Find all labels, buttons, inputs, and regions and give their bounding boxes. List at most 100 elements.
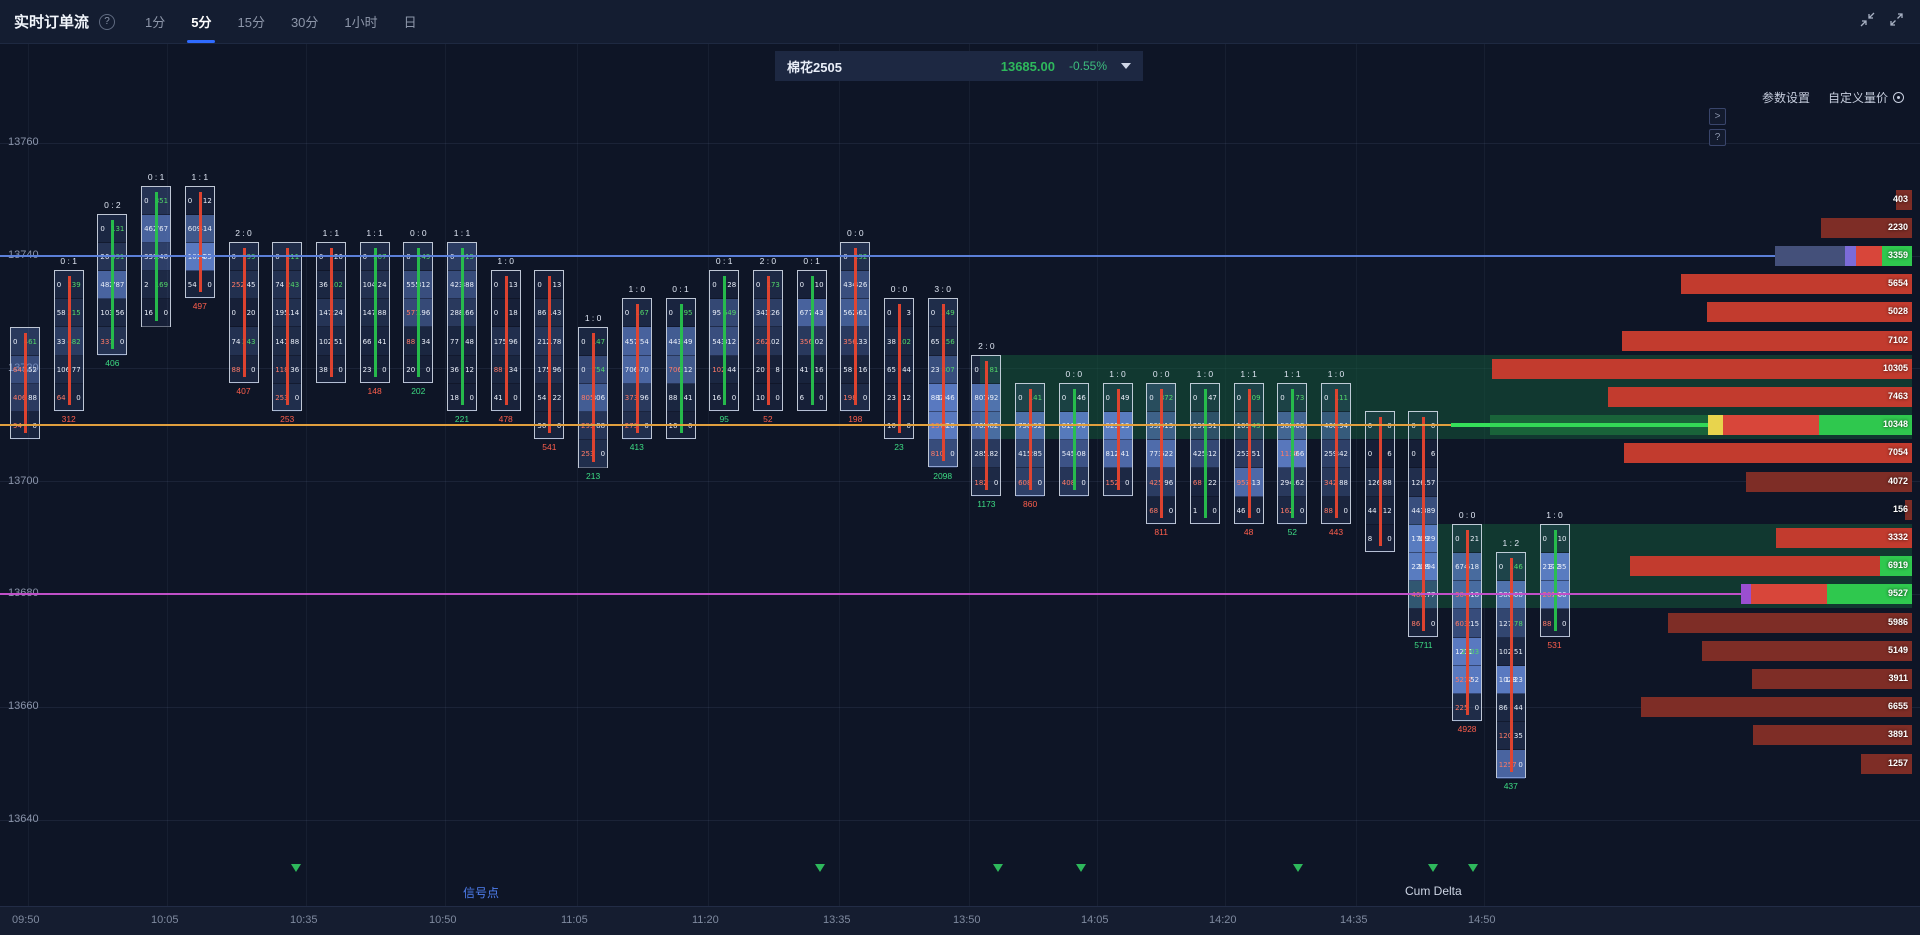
volume-profile-segment (1882, 246, 1912, 266)
imbalance-label: 1 : 0 (628, 284, 646, 295)
volume-profile-value: 6919 (1887, 560, 1908, 571)
signal-marker-icon (291, 864, 301, 872)
volume-profile-bar (1752, 669, 1912, 689)
footprint-candle[interactable]: 0 0 0 6 126 88 44 12 8 0 (1364, 411, 1395, 554)
volume-profile-segment (1723, 415, 1819, 436)
chart-toolbar: 参数设置 自定义量价 (1762, 89, 1904, 106)
volume-profile-bar (1741, 584, 1912, 605)
time-axis-label: 11:20 (692, 914, 719, 926)
side-buttons: > ? (1709, 108, 1726, 146)
footprint-candle[interactable]: 0 3 38 102 65 44 23 12 10 0 (884, 298, 914, 441)
imbalance-label: 1 : 0 (1109, 368, 1126, 379)
footprint-candle[interactable]: 013126331482787103563370 (97, 213, 128, 356)
v-gridline (1484, 44, 1485, 906)
time-axis-label: 14:20 (1209, 914, 1237, 926)
volume-profile-value: 6655 (1887, 701, 1908, 712)
volume-profile-value: 2230 (1887, 221, 1908, 232)
footprint-candle[interactable]: 0216745189043186032151211280352174522250 (1452, 523, 1483, 723)
volume-profile-value: 5654 (1887, 278, 1908, 289)
volume-profile-value: 9527 (1887, 588, 1908, 599)
v-gridline (1356, 44, 1357, 906)
footprint-candle[interactable]: 01417585924152856080 (1015, 382, 1046, 497)
footprint-candle[interactable]: 0207104224147886641230 (359, 241, 390, 384)
timeframe-tab-5分[interactable]: 5分 (187, 0, 216, 43)
window-controls (1860, 12, 1904, 32)
minimize-chart-icon[interactable] (1860, 12, 1875, 32)
expand-panel-button[interactable]: > (1709, 108, 1726, 125)
footprint-candle[interactable]: 0 173 341 226 262 102 20 8 10 0 (752, 270, 783, 413)
volume-profile-value: 10348 (1882, 419, 1908, 430)
footprint-candle[interactable]: 0 147 0 754 805 306 293 88 253 0 (578, 326, 609, 469)
v-gridline (167, 44, 168, 906)
h-gridline (0, 706, 1920, 708)
delta-label: 213 (586, 470, 601, 481)
footprint-candle[interactable]: 0 461 647 152 406 88 94 0 (10, 326, 40, 441)
imbalance-label: 1 : 0 (1546, 509, 1563, 520)
volume-profile-bar (1702, 640, 1912, 661)
footprint-candle[interactable]: 0468137705454084080 (1058, 382, 1089, 497)
custom-volume-price-button[interactable]: 自定义量价 (1828, 89, 1904, 106)
footprint-candle[interactable]: 0498259138125411520 (1102, 382, 1133, 497)
footprint-candle[interactable]: 0126094141014835540 (184, 185, 215, 300)
imbalance-label: 1 : 1 (453, 227, 471, 238)
delta-label: 52 (763, 414, 773, 425)
footprint-candle[interactable]: 0109109243253251953413460 (1233, 382, 1264, 525)
timeframe-tab-15分[interactable]: 15分 (237, 15, 265, 30)
candle-direction-line (24, 332, 27, 434)
timeframe-tab-30分[interactable]: 30分 (290, 15, 319, 30)
imbalance-label: 2 : 0 (235, 227, 252, 238)
settings-button[interactable]: 参数设置 (1761, 91, 1810, 105)
timeframe-tab-1分[interactable]: 1分 (145, 15, 166, 30)
volume-profile-value: 1257 (1887, 757, 1908, 768)
candle-direction-line (373, 247, 377, 377)
volume-profile-bar (1641, 697, 1912, 718)
fullscreen-icon[interactable] (1889, 12, 1904, 32)
footprint-candle[interactable]: 0 167 457 754 706 570 373 96 273 0 (621, 298, 652, 441)
footprint-candle[interactable]: 0 28 95 649 543 312 102 44 16 0 (709, 270, 740, 413)
timeframe-tab-1小时[interactable]: 1小时 (344, 15, 378, 30)
signal-label[interactable]: 信号点 (463, 886, 500, 900)
volume-profile-bar (1753, 725, 1912, 746)
delta-label: 221 (454, 414, 470, 425)
footprint-candle[interactable]: 0006126157441389170912292208129446817786… (1408, 411, 1439, 638)
delta-label: 5711 (1414, 639, 1433, 650)
delta-label: 406 (105, 357, 120, 368)
time-axis-label: 10:50 (429, 914, 457, 926)
footprint-candle[interactable]: 011146029425934234288880 (1321, 382, 1351, 525)
footprint-candle[interactable]: 029243442656256135613358161980 (840, 241, 871, 413)
instrument-selector[interactable]: 棉花2505 13685.00 -0.55% (775, 51, 1143, 81)
footprint-candle[interactable]: 037253241377362242596680 (1146, 382, 1177, 525)
signal-marker-icon (1428, 864, 1438, 872)
footprint-candle[interactable]: 051542338828816677483612180 (447, 241, 477, 413)
instrument-change: -0.55% (1068, 59, 1107, 73)
footprint-candle[interactable]: 0 139 58 215 33 482 106 77 64 0 (53, 270, 84, 413)
footprint-candle[interactable]: 0 10 677 543 356 102 41 16 6 0 (796, 270, 827, 413)
candle-direction-line (1422, 417, 1426, 631)
chevron-down-icon (1121, 63, 1131, 69)
v-gridline (1097, 44, 1098, 906)
candle-direction-line (941, 304, 945, 462)
footprint-candle[interactable]: 0263610214722410251380 (315, 241, 346, 384)
footprint-candle[interactable]: 0 13 86 143 212 178 175 96 54 22 36 0 (534, 270, 565, 441)
footprint-candle[interactable]: 0 95 443 649 706 312 88 41 16 0 (665, 298, 696, 441)
imbalance-label: 1 : 1 (322, 227, 340, 238)
footprint-candle[interactable]: 02495553125771968834200 (403, 241, 434, 384)
footprint-candle[interactable]: 0 13 0 18 175 96 88 34 41 0 (490, 270, 521, 413)
footprint-candle[interactable]: 0 249 65 156 23 807 887 1046 1377 420 810 0 (927, 298, 958, 469)
footprint-candle[interactable]: 01992524502074243880 (228, 241, 259, 384)
footprint-candle[interactable]: 047257251425312682210 (1189, 382, 1220, 525)
volume-profile-bar (1624, 443, 1912, 464)
footprint-candle[interactable]: 0146586808127578102511028122386441203512… (1495, 552, 1526, 779)
timeframe-tab-日[interactable]: 日 (403, 15, 417, 30)
footprint-candle[interactable]: 07358846811304662941621620 (1277, 382, 1308, 525)
imbalance-label: 0 : 1 (672, 284, 689, 295)
panel-help-button[interactable]: ? (1709, 129, 1726, 146)
help-icon[interactable]: ? (99, 13, 116, 30)
instrument-price: 13685.00 (1000, 58, 1055, 74)
volume-profile-value: 3359 (1887, 250, 1908, 260)
imbalance-label: 0 : 0 (1065, 368, 1083, 379)
footprint-candle[interactable]: 02117424319511414188118362530 (272, 241, 303, 413)
delta-label: 407 (236, 385, 251, 396)
footprint-candle[interactable]: 010217231352054866880 (1539, 523, 1570, 638)
